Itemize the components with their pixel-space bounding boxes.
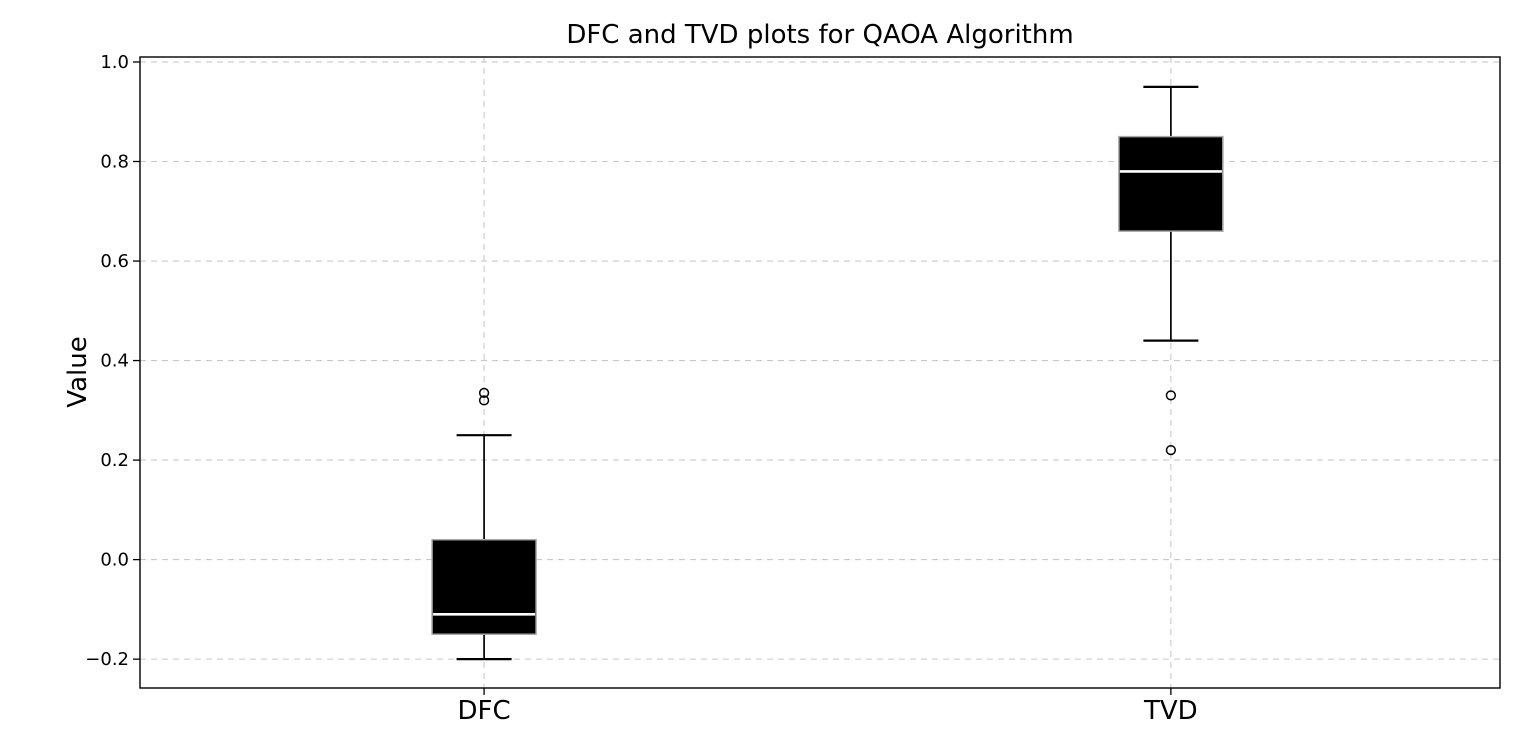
box-dfc [431, 538, 537, 636]
x-category-label-dfc: DFC [458, 696, 511, 726]
plot-border [139, 56, 1501, 689]
outlier-point [478, 395, 490, 406]
y-tick-label: 0.6 [100, 251, 129, 272]
y-tick-label: 1.0 [100, 52, 129, 73]
y-tick-label: 0.4 [100, 351, 129, 372]
y-tick-label: 0.8 [100, 152, 129, 173]
y-tick-label: 0.0 [100, 550, 129, 571]
chart-title: DFC and TVD plots for QAOA Algorithm [566, 20, 1074, 50]
y-tick-label: −0.2 [85, 649, 129, 670]
outlier-point [1165, 444, 1177, 456]
x-category-label-tvd: TVD [1143, 696, 1198, 726]
outlier-point [478, 387, 490, 399]
outlier-point [1165, 390, 1177, 401]
y-tick-label: 0.2 [100, 450, 129, 471]
box-tvd [1118, 135, 1224, 232]
